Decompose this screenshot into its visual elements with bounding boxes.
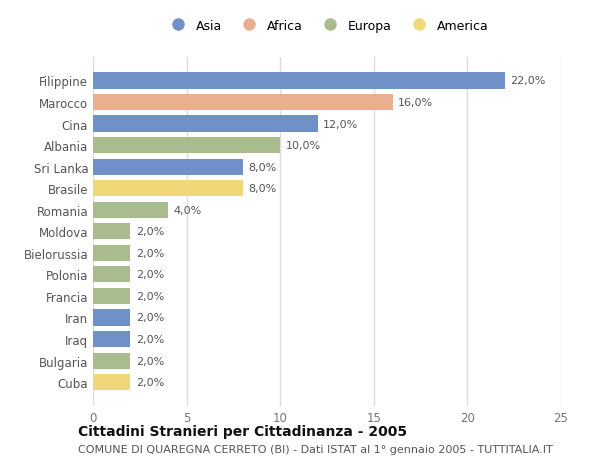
Text: 2,0%: 2,0% <box>136 334 164 344</box>
Bar <box>93 331 130 347</box>
Bar <box>93 374 130 390</box>
Text: 10,0%: 10,0% <box>286 141 321 151</box>
Bar <box>93 73 505 90</box>
Text: 2,0%: 2,0% <box>136 313 164 323</box>
Bar <box>93 224 130 240</box>
Text: COMUNE DI QUAREGNA CERRETO (BI) - Dati ISTAT al 1° gennaio 2005 - TUTTITALIA.IT: COMUNE DI QUAREGNA CERRETO (BI) - Dati I… <box>78 444 553 454</box>
Bar <box>93 202 168 218</box>
Text: 2,0%: 2,0% <box>136 270 164 280</box>
Text: 12,0%: 12,0% <box>323 119 359 129</box>
Legend: Asia, Africa, Europa, America: Asia, Africa, Europa, America <box>161 15 493 38</box>
Text: 16,0%: 16,0% <box>398 98 433 108</box>
Bar <box>93 353 130 369</box>
Bar <box>93 159 243 175</box>
Text: 8,0%: 8,0% <box>248 162 277 172</box>
Text: 2,0%: 2,0% <box>136 227 164 237</box>
Bar <box>93 181 243 197</box>
Text: 2,0%: 2,0% <box>136 248 164 258</box>
Text: 2,0%: 2,0% <box>136 291 164 301</box>
Text: Cittadini Stranieri per Cittadinanza - 2005: Cittadini Stranieri per Cittadinanza - 2… <box>78 425 407 438</box>
Bar <box>93 310 130 326</box>
Bar <box>93 116 317 132</box>
Bar <box>93 288 130 304</box>
Bar <box>93 245 130 261</box>
Text: 4,0%: 4,0% <box>173 205 202 215</box>
Bar <box>93 267 130 283</box>
Text: 8,0%: 8,0% <box>248 184 277 194</box>
Bar <box>93 95 392 111</box>
Text: 2,0%: 2,0% <box>136 377 164 387</box>
Bar <box>93 138 280 154</box>
Text: 2,0%: 2,0% <box>136 356 164 366</box>
Text: 22,0%: 22,0% <box>511 76 546 86</box>
